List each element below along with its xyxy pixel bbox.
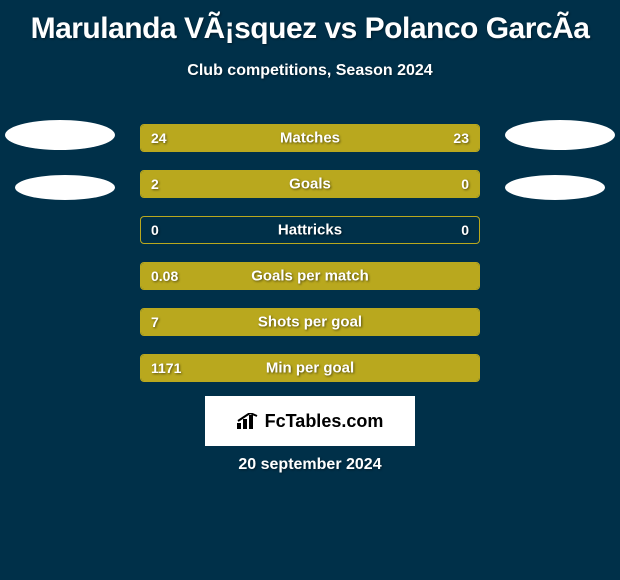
- stat-row: Shots per goal7: [140, 308, 480, 336]
- stat-value-left: 2: [151, 176, 159, 192]
- stat-label: Hattricks: [141, 222, 479, 239]
- stat-value-right: 23: [453, 130, 469, 146]
- stat-value-right: 0: [461, 222, 469, 238]
- stat-row: Goals2 0: [140, 170, 480, 198]
- player1-avatar-shape: [5, 120, 115, 150]
- stat-label: Min per goal: [141, 360, 479, 377]
- stat-value-left: 24: [151, 130, 167, 146]
- brand-logo: FcTables.com: [205, 396, 415, 446]
- stat-value-right: 0: [461, 176, 469, 192]
- player2-avatar-shape: [505, 120, 615, 150]
- stat-label: Shots per goal: [141, 314, 479, 331]
- player1-avatar-shadow: [15, 175, 115, 200]
- stats-container: Matches2423Goals20Hattricks00Goals per m…: [140, 124, 480, 400]
- stat-row: Min per goal1171: [140, 354, 480, 382]
- stat-value-left: 1171: [151, 360, 181, 376]
- stat-row: Goals per match0.08: [140, 262, 480, 290]
- chart-icon: [237, 413, 259, 429]
- stat-row: Matches24 23: [140, 124, 480, 152]
- player2-avatar-shadow: [505, 175, 605, 200]
- stat-label: Goals: [141, 176, 479, 193]
- stat-label: Matches: [141, 130, 479, 147]
- stat-label: Goals per match: [141, 268, 479, 285]
- page-title: Marulanda VÃ¡squez vs Polanco GarcÃ­a: [0, 0, 620, 46]
- date-text: 20 september 2024: [0, 456, 620, 474]
- stat-value-left: 7: [151, 314, 159, 330]
- stat-value-left: 0.08: [151, 268, 178, 284]
- subtitle: Club competitions, Season 2024: [0, 62, 620, 80]
- stat-row: Hattricks0 0: [140, 216, 480, 244]
- stat-value-left: 0: [151, 222, 159, 238]
- brand-text: FcTables.com: [265, 411, 384, 432]
